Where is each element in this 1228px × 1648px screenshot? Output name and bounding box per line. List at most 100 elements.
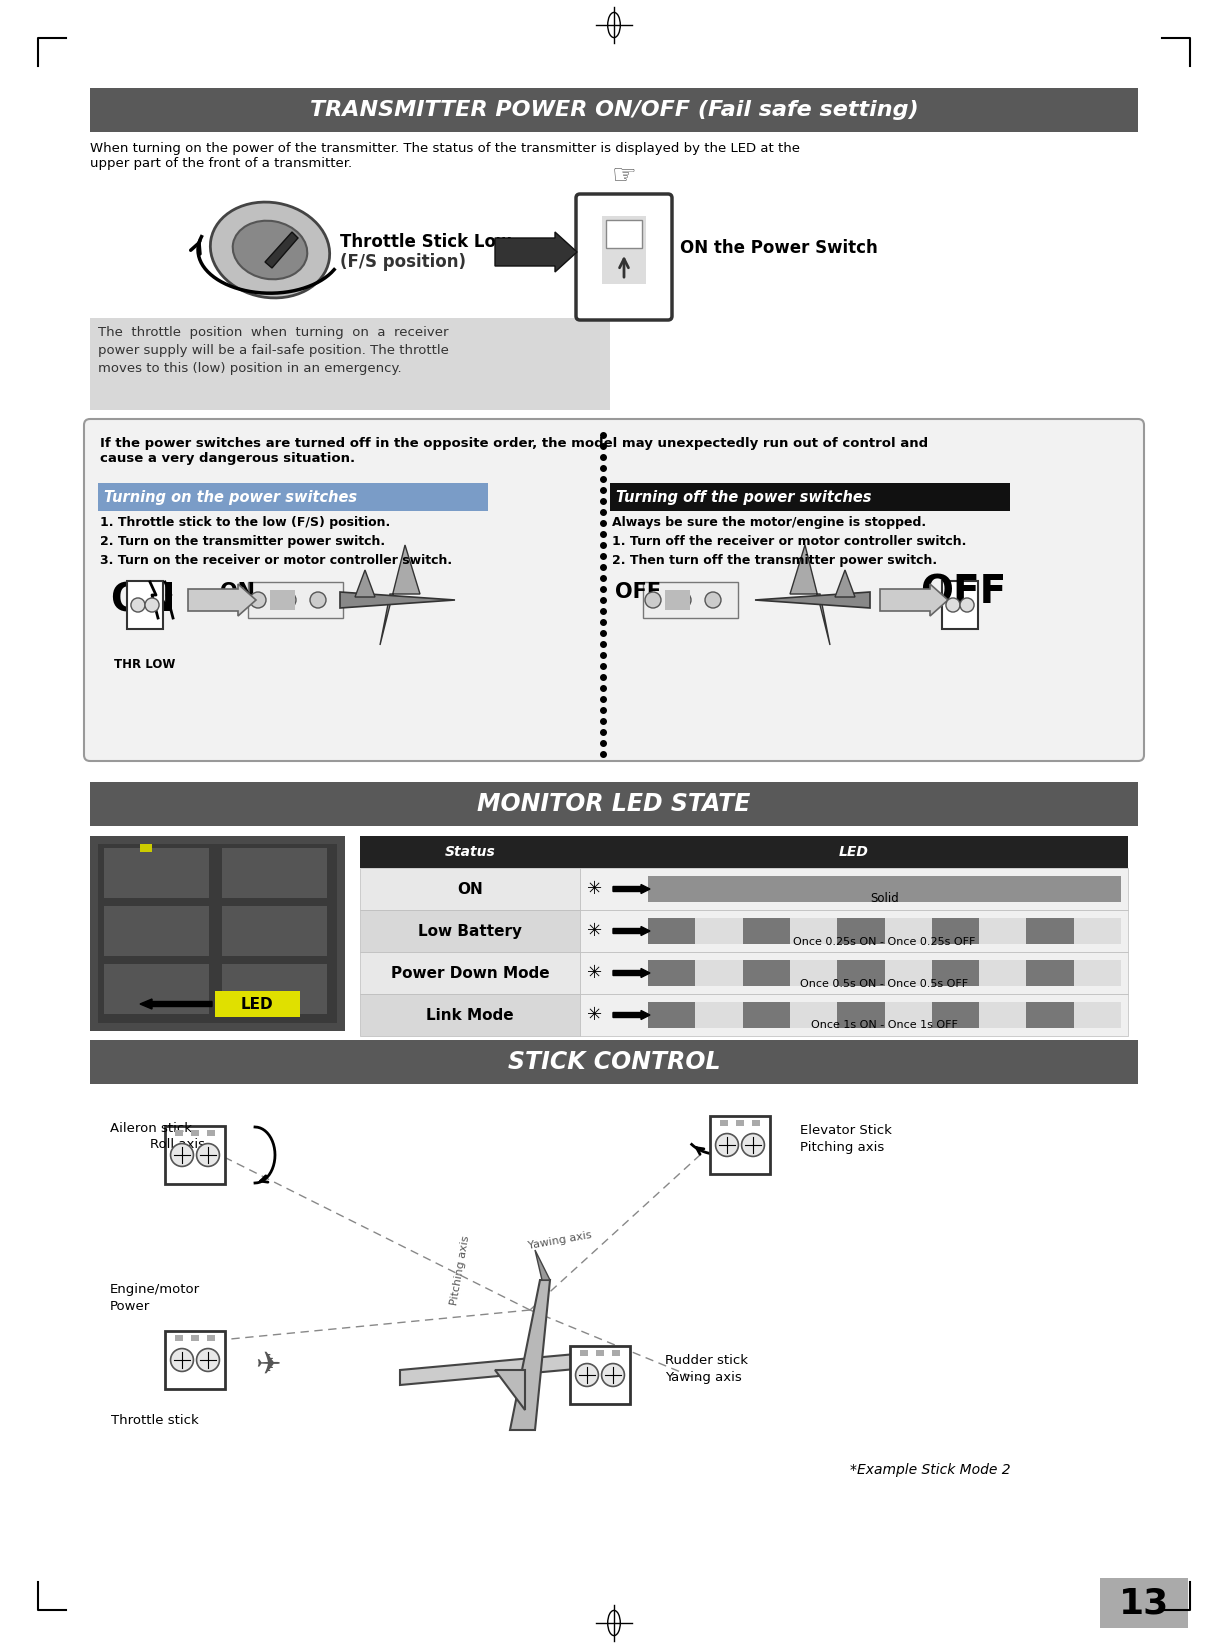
Text: (F/S position): (F/S position): [340, 254, 465, 270]
FancyBboxPatch shape: [576, 194, 672, 320]
FancyArrow shape: [613, 926, 650, 936]
Text: ✳: ✳: [587, 964, 603, 982]
Bar: [736, 1121, 744, 1126]
Polygon shape: [495, 1369, 526, 1411]
FancyBboxPatch shape: [84, 419, 1144, 761]
Bar: [884, 918, 932, 944]
Circle shape: [705, 592, 721, 608]
Circle shape: [960, 598, 974, 611]
Bar: [90, 318, 610, 410]
Bar: [580, 868, 1129, 910]
Bar: [721, 1121, 728, 1126]
FancyArrow shape: [140, 999, 212, 1009]
Bar: [1027, 918, 1073, 944]
Text: Yawing axis: Yawing axis: [666, 1371, 742, 1384]
Bar: [176, 1335, 183, 1341]
Circle shape: [576, 1363, 598, 1386]
Bar: [104, 849, 209, 898]
Bar: [104, 964, 209, 1014]
Circle shape: [196, 1144, 220, 1167]
Bar: [790, 918, 837, 944]
Text: If the power switches are turned off in the opposite order, the model may unexpe: If the power switches are turned off in …: [99, 437, 928, 465]
Circle shape: [196, 1348, 220, 1371]
Circle shape: [602, 1363, 625, 1386]
FancyArrow shape: [613, 885, 650, 893]
Bar: [695, 1002, 743, 1028]
Text: ON: ON: [457, 882, 483, 897]
Text: ON: ON: [111, 582, 176, 620]
Bar: [837, 961, 884, 986]
Text: Power: Power: [111, 1300, 150, 1313]
Text: When turning on the power of the transmitter. The status of the transmitter is d: When turning on the power of the transmi…: [90, 142, 799, 170]
Bar: [570, 1346, 630, 1404]
Bar: [837, 1002, 884, 1028]
Bar: [176, 1131, 183, 1135]
Bar: [90, 1040, 1138, 1084]
Bar: [932, 918, 979, 944]
Bar: [248, 582, 343, 618]
FancyArrow shape: [880, 583, 948, 616]
Polygon shape: [510, 1280, 550, 1430]
Bar: [610, 483, 1009, 511]
Text: Link Mode: Link Mode: [426, 1007, 513, 1022]
Bar: [360, 953, 580, 994]
Bar: [270, 590, 295, 610]
Text: 13: 13: [1119, 1585, 1169, 1620]
Text: Solid: Solid: [871, 892, 899, 905]
Bar: [743, 961, 790, 986]
Circle shape: [675, 592, 691, 608]
Text: THR LOW: THR LOW: [114, 658, 176, 671]
Bar: [643, 582, 738, 618]
Bar: [360, 994, 580, 1037]
Circle shape: [145, 598, 160, 611]
Bar: [1073, 1002, 1121, 1028]
FancyArrow shape: [613, 969, 650, 977]
Bar: [1073, 961, 1121, 986]
Text: Once 1s ON - Once 1s OFF: Once 1s ON - Once 1s OFF: [810, 1020, 958, 1030]
Text: ✳: ✳: [587, 921, 603, 939]
Bar: [979, 918, 1027, 944]
Bar: [837, 918, 884, 944]
Bar: [580, 994, 1129, 1037]
FancyArrow shape: [613, 1010, 650, 1020]
Polygon shape: [835, 570, 855, 597]
Bar: [695, 918, 743, 944]
Bar: [192, 1131, 199, 1135]
Text: Power Down Mode: Power Down Mode: [391, 966, 549, 981]
Text: Turning on the power switches: Turning on the power switches: [104, 489, 357, 504]
Circle shape: [716, 1134, 738, 1157]
Text: Throttle Stick Low: Throttle Stick Low: [340, 232, 511, 250]
Text: Turning off the power switches: Turning off the power switches: [616, 489, 872, 504]
Ellipse shape: [210, 203, 329, 298]
Text: Engine/motor: Engine/motor: [111, 1284, 200, 1297]
Text: ✈: ✈: [255, 1350, 281, 1379]
Bar: [581, 1350, 588, 1356]
Polygon shape: [340, 592, 456, 608]
Bar: [90, 783, 1138, 826]
Polygon shape: [379, 545, 420, 644]
Text: *Example Stick Mode 2: *Example Stick Mode 2: [850, 1463, 1011, 1477]
Bar: [222, 964, 327, 1014]
Bar: [648, 961, 695, 986]
Text: Aileron stick: Aileron stick: [111, 1122, 192, 1134]
Polygon shape: [790, 545, 830, 644]
Bar: [695, 961, 743, 986]
Bar: [104, 906, 209, 956]
Bar: [596, 1350, 604, 1356]
Bar: [979, 961, 1027, 986]
Bar: [580, 910, 1129, 953]
Text: OFF: OFF: [615, 582, 661, 602]
Polygon shape: [355, 570, 375, 597]
Bar: [612, 1350, 620, 1356]
Bar: [165, 1332, 225, 1389]
Bar: [1073, 918, 1121, 944]
Circle shape: [171, 1144, 194, 1167]
Bar: [580, 953, 1129, 994]
Text: Roll axis: Roll axis: [150, 1139, 205, 1152]
Text: OFF: OFF: [920, 574, 1006, 611]
Bar: [98, 483, 488, 511]
FancyArrow shape: [188, 583, 255, 616]
Bar: [1027, 1002, 1073, 1028]
Text: Yawing axis: Yawing axis: [527, 1229, 593, 1251]
Bar: [140, 844, 152, 852]
